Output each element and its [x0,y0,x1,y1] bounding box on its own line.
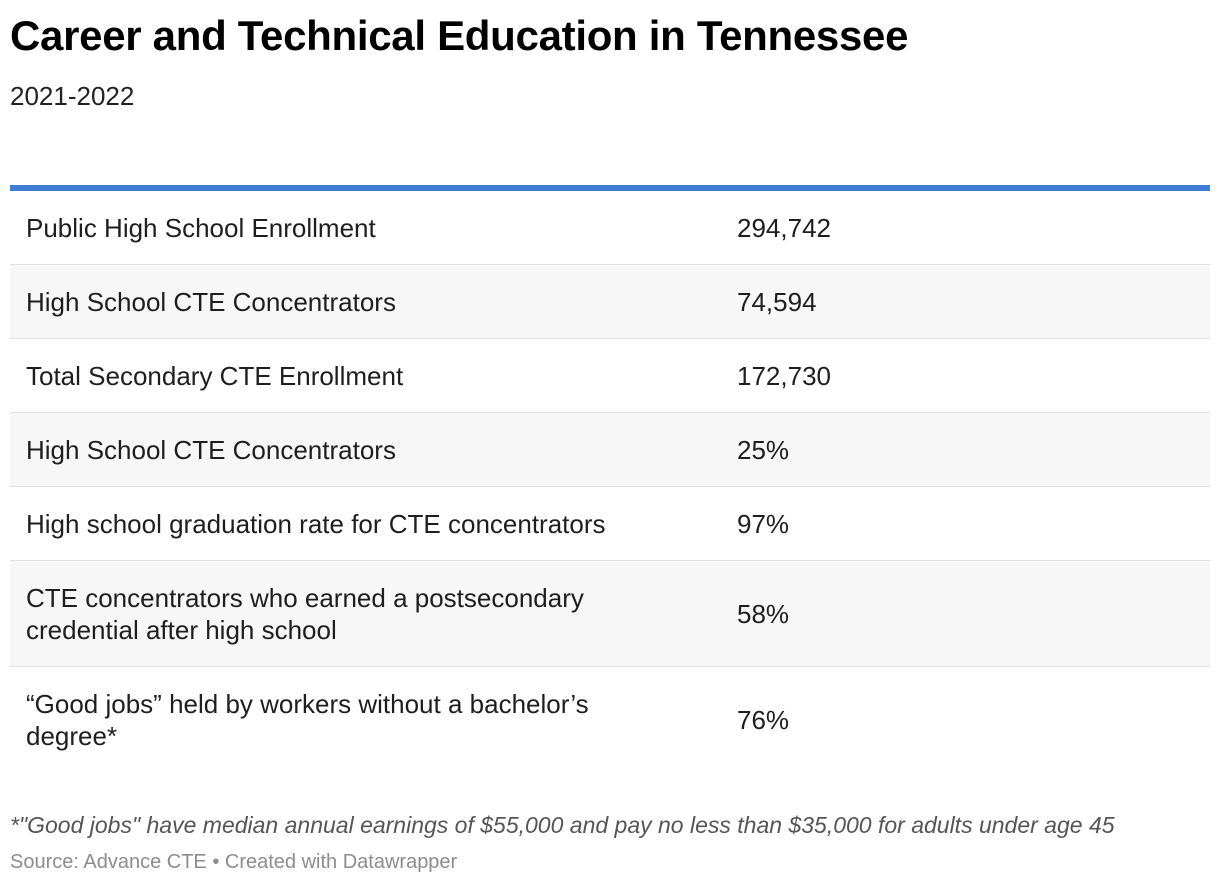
table-top-rule [10,185,1210,191]
chart-title: Career and Technical Education in Tennes… [10,12,909,59]
table-row: High school graduation rate for CTE conc… [10,487,1210,561]
table-row: High School CTE Concentrators 74,594 [10,265,1210,339]
table-row: Public High School Enrollment 294,742 [10,191,1210,265]
row-value: 58% [737,598,790,629]
row-label: High School CTE Concentrators [26,286,396,317]
table-row: High School CTE Concentrators 25% [10,413,1210,487]
row-value: 25% [737,434,790,465]
row-value: 74,594 [737,286,817,317]
table-row: Total Secondary CTE Enrollment 172,730 [10,339,1210,413]
row-label: “Good jobs” held by workers without a ba… [26,689,589,751]
row-value: 97% [737,508,790,539]
row-label: High school graduation rate for CTE conc… [26,508,606,539]
row-value: 76% [737,705,790,735]
table-row: CTE concentrators who earned a postsecon… [10,561,1210,667]
row-label: High School CTE Concentrators [26,434,396,465]
row-value: 172,730 [737,360,831,391]
row-label: Public High School Enrollment [26,212,376,243]
source-credit: Source: Advance CTE • Created with Dataw… [10,851,458,873]
row-value: 294,742 [737,212,831,243]
table-row: “Good jobs” held by workers without a ba… [10,667,1210,773]
data-table: Public High School Enrollment 294,742 Hi… [10,185,1210,773]
chart-subtitle: 2021-2022 [10,81,135,111]
footnote: *"Good jobs" have median annual earnings… [10,812,1115,838]
row-label: Total Secondary CTE Enrollment [26,360,404,391]
row-label: CTE concentrators who earned a postsecon… [26,582,584,645]
